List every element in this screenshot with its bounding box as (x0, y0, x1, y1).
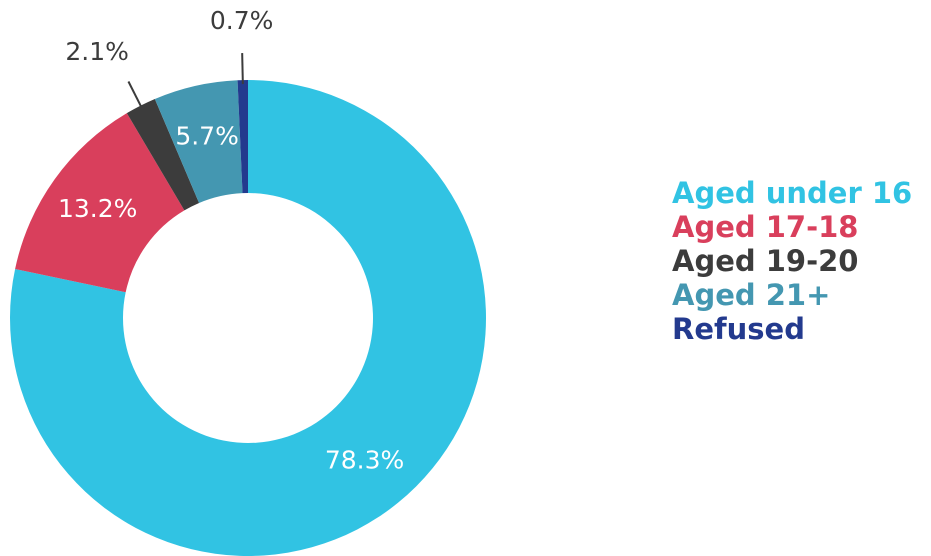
slice (237, 80, 248, 194)
value-label: 13.2% (58, 194, 137, 223)
value-label: 2.1% (65, 37, 129, 66)
value-label: 0.7% (210, 6, 274, 35)
legend-entry: Aged 19-20 (672, 244, 858, 278)
leader-line (127, 81, 144, 110)
leader-line (241, 53, 244, 85)
value-label: 78.3% (325, 446, 404, 475)
legend-entry: Aged 17-18 (672, 210, 858, 244)
legend-entry: Aged under 16 (672, 176, 912, 210)
slice (126, 98, 200, 211)
slice (154, 80, 243, 203)
legend-entry: Refused (672, 312, 805, 346)
value-label: 5.7% (175, 122, 239, 151)
slice (15, 113, 185, 293)
slice (10, 80, 487, 556)
legend-entry: Aged 21+ (672, 278, 830, 312)
